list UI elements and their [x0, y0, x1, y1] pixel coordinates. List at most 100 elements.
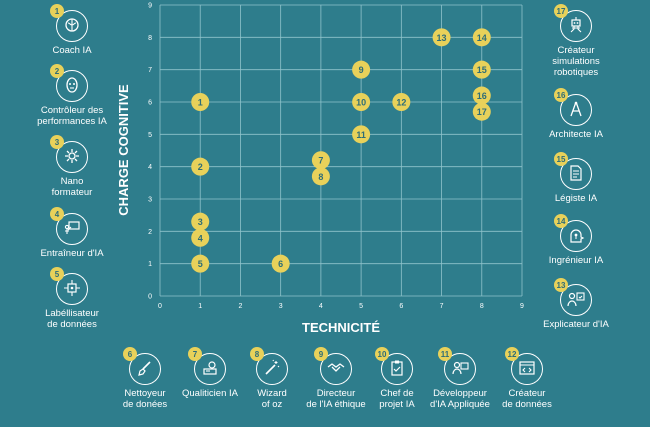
role-label: Labéllisateur de données: [45, 308, 99, 330]
data-point-3: 3: [191, 212, 210, 231]
data-point-16: 16: [472, 86, 491, 105]
role-icon-circle: 11: [438, 347, 476, 385]
role-icon-circle: 5: [50, 267, 88, 305]
role-number-badge: 12: [505, 347, 519, 361]
point-marker: [472, 28, 491, 47]
role-icon-circle: 14: [554, 214, 592, 252]
role-label: Légiste IA: [554, 193, 598, 204]
data-point-13: 13: [432, 28, 451, 47]
role-item-17: 17 Créateur simulations robotiques: [521, 4, 631, 78]
role-label: Créateur de données: [502, 388, 552, 410]
role-number-badge: 5: [50, 267, 64, 281]
y-tick-label: 7: [148, 67, 152, 74]
role-icon-circle: 16: [554, 88, 592, 126]
x-tick-label: 7: [440, 303, 444, 310]
role-icon-circle: 8: [250, 347, 288, 385]
x-tick-label: 2: [238, 303, 242, 310]
quality-icon: [201, 359, 219, 380]
role-item-8: 8 Wizard of oz: [244, 347, 300, 410]
role-number-badge: 7: [188, 347, 202, 361]
role-label: Coach IA: [52, 45, 92, 56]
role-icon-circle: 4: [50, 207, 88, 245]
role-number-badge: 9: [314, 347, 328, 361]
role-item-7: 7 Qualiticien IA: [175, 347, 245, 399]
x-tick-label: 0: [158, 303, 162, 310]
y-axis-label: CHARGE COGNITIVE: [116, 84, 131, 216]
role-label: Entraîneur d'IA: [40, 248, 104, 259]
role-icon-circle: 10: [375, 347, 413, 385]
point-label: 12: [396, 98, 406, 108]
data-point-5: 5: [191, 254, 210, 273]
handshake-icon: [327, 359, 345, 380]
point-label: 2: [198, 162, 203, 172]
y-tick-label: 8: [148, 35, 152, 42]
clipboard-icon: [388, 359, 406, 380]
point-label: 14: [477, 33, 487, 43]
x-tick-label: 1: [198, 303, 202, 310]
data-point-15: 15: [472, 60, 491, 79]
point-marker: [352, 60, 371, 79]
point-label: 7: [318, 156, 323, 166]
role-item-9: 9 Directeur de l'IA éthique: [299, 347, 373, 410]
point-label: 4: [198, 233, 203, 243]
point-label: 8: [318, 172, 323, 182]
point-marker: [191, 157, 210, 176]
x-tick-label: 8: [480, 303, 484, 310]
code-window-icon: [518, 359, 536, 380]
role-item-10: 10 Chef de projet IA: [369, 347, 425, 410]
role-item-2: 2 Contrôleur des performances IA: [17, 64, 127, 127]
brush-icon: [136, 359, 154, 380]
data-point-7: 7: [311, 151, 330, 170]
point-label: 6: [278, 259, 283, 269]
document-icon: [567, 164, 585, 185]
role-label: Nano formateur: [51, 176, 93, 198]
role-item-4: 4 Entraîneur d'IA: [17, 207, 127, 259]
point-marker: [392, 93, 411, 111]
data-point-12: 12: [392, 93, 411, 111]
point-label: 11: [356, 130, 366, 140]
role-label: Ingrénieur IA: [548, 255, 604, 266]
presenter-icon: [63, 219, 81, 240]
role-icon-circle: 1: [50, 4, 88, 42]
role-number-badge: 6: [123, 347, 137, 361]
role-item-1: 1 Coach IA: [17, 4, 127, 56]
role-number-badge: 13: [554, 278, 568, 292]
role-icon-circle: 3: [50, 135, 88, 173]
data-point-4: 4: [191, 228, 210, 247]
data-point-14: 14: [472, 28, 491, 47]
point-label: 9: [359, 65, 364, 75]
point-marker: [271, 254, 290, 273]
role-number-badge: 3: [50, 135, 64, 149]
role-label: Contrôleur des performances IA: [37, 105, 107, 127]
point-marker: [472, 60, 491, 79]
point-label: 3: [198, 217, 203, 227]
role-number-badge: 11: [438, 347, 452, 361]
data-point-17: 17: [472, 102, 491, 121]
y-tick-label: 9: [148, 3, 152, 10]
data-point-8: 8: [311, 167, 330, 186]
y-tick-label: 1: [148, 261, 152, 268]
y-tick-label: 4: [148, 164, 152, 171]
role-icon-circle: 2: [50, 64, 88, 102]
point-marker: [191, 93, 210, 111]
y-tick-label: 2: [148, 229, 152, 236]
y-tick-label: 6: [148, 100, 152, 107]
role-item-5: 5 Labéllisateur de données: [17, 267, 127, 330]
point-marker: [311, 167, 330, 186]
role-icon-circle: 12: [505, 347, 543, 385]
role-label: Architecte IA: [549, 129, 603, 140]
grid: [159, 4, 523, 297]
point-marker: [472, 102, 491, 121]
circuit-head-icon: [567, 226, 585, 247]
point-marker: [191, 254, 210, 273]
role-label: Wizard of oz: [257, 388, 287, 410]
role-label: Nettoyeur de donées: [122, 388, 168, 410]
point-label: 5: [198, 259, 203, 269]
y-tick-label: 0: [148, 294, 152, 301]
role-icon-circle: 6: [123, 347, 161, 385]
data-point-11: 11: [352, 125, 371, 144]
x-tick-label: 4: [319, 303, 323, 310]
robot-head-icon: [63, 76, 81, 97]
gear-icon: [63, 147, 81, 168]
